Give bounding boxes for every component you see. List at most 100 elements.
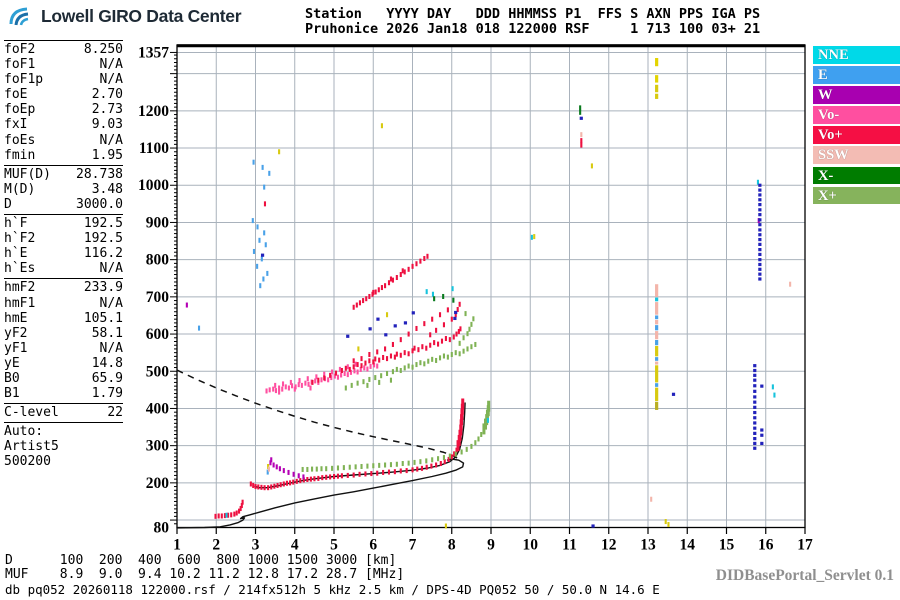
spread-f-x-plus-echo xyxy=(374,375,377,381)
misc-yellow-rfi-echo xyxy=(444,523,447,529)
x-trace-echo xyxy=(372,463,375,469)
spread-f-x-plus-echo xyxy=(435,357,438,363)
param-value: N/A xyxy=(99,57,123,73)
param-row-fmin: fmin 1.95 xyxy=(4,148,123,163)
param-section-3: hmF2 233.9 hmF1 N/A hmE 105.1 yF2 58.1 yF1 N/A yE 1… xyxy=(4,278,123,403)
rfi-navy-column-upper-echo xyxy=(758,242,762,246)
misc-navy-dots-echo xyxy=(346,334,350,338)
spread-f-vo-plus-echo xyxy=(329,372,332,378)
o-trace-f-region-echo xyxy=(333,474,336,480)
param-value: 1.95 xyxy=(91,147,123,163)
misc-cyan-nne-echo xyxy=(771,384,774,390)
spread-f-vo-minus-echo xyxy=(300,382,303,388)
second-hop-o-trace-echo xyxy=(380,285,383,291)
x-axis-tick-label: 17 xyxy=(797,537,813,554)
x-trace-asymptote-echo xyxy=(487,400,491,412)
rfi-navy-column-upper-echo xyxy=(758,193,762,197)
misc-yellow-rfi-echo xyxy=(385,312,389,318)
spread-f-vo-plus-echo xyxy=(395,351,398,357)
param-label: foF1p xyxy=(4,72,44,88)
spread-f-vo-plus-echo xyxy=(438,312,442,318)
spread-f-x-plus-echo xyxy=(344,385,347,391)
spread-f-vo-plus-echo xyxy=(421,344,424,350)
spread-f-vo-plus-echo xyxy=(385,356,389,362)
x-trace-echo xyxy=(465,446,468,452)
spread-f-vo-plus-echo xyxy=(311,379,314,385)
spread-f-vo-plus-echo xyxy=(440,338,444,344)
spread-f-vo-minus-echo xyxy=(359,366,362,372)
spread-f-x-plus-echo xyxy=(356,380,359,386)
x-trace-echo xyxy=(407,460,410,466)
left-riser-e-echoes-echo xyxy=(260,256,263,262)
spread-f-vo-plus-echo xyxy=(391,341,394,347)
y-axis-tick-label: 1100 xyxy=(139,140,169,157)
spread-f-x-plus-echo xyxy=(403,365,406,371)
left-riser-e-echoes-echo xyxy=(266,270,269,276)
rfi-segment xyxy=(655,297,659,302)
spread-f-vo-minus-echo xyxy=(356,369,359,375)
param-label: hmF2 xyxy=(4,280,36,296)
misc-yellow-rfi-echo xyxy=(664,519,667,525)
o-trace-f-region-echo xyxy=(387,469,391,475)
param-row-hmf2: hmF2 233.9 xyxy=(4,280,123,295)
misc-cyan-nne-echo xyxy=(451,286,454,292)
o-trace-f-region-echo xyxy=(425,464,428,470)
spread-f-vo-minus-echo xyxy=(268,387,271,393)
y-axis-tick-label: 600 xyxy=(146,326,170,343)
param-row-b0: B0 65.9 xyxy=(4,371,123,386)
spread-f-vo-plus-echo xyxy=(457,328,460,334)
spread-f-x-plus-echo xyxy=(350,382,353,388)
spread-f-vo-minus-echo xyxy=(281,381,285,387)
x-axis-tick-label: 4 xyxy=(291,537,299,554)
x-axis-tick-label: 9 xyxy=(487,537,495,554)
o-trace-f-region-echo xyxy=(420,465,424,471)
servlet-version-label: DIDBasePortal_Servlet 0.1 xyxy=(715,567,894,584)
spread-f-vo-minus-echo xyxy=(369,363,372,369)
x-trace-echo xyxy=(342,465,345,471)
o-trace-f-region-echo xyxy=(257,484,260,490)
x-trace-echo xyxy=(384,462,387,468)
rfi-navy-column-lower-echo xyxy=(760,384,764,388)
second-hop-o-trace-echo xyxy=(362,298,365,304)
o-trace-f-region-echo xyxy=(325,474,328,480)
param-section-4: C-level 22 xyxy=(4,403,123,422)
o-trace-f-region-echo xyxy=(447,456,450,462)
spread-f-x-plus-echo xyxy=(427,358,430,364)
spread-f-vo-minus-echo xyxy=(338,366,341,372)
rfi-segment xyxy=(655,331,659,340)
rfi-navy-column-lower-echo xyxy=(753,368,757,373)
misc-dark-green-echo xyxy=(579,109,582,115)
second-hop-o-trace-echo xyxy=(403,269,406,275)
param-value: N/A xyxy=(99,340,123,356)
echo-direction-legend: NNE E W Vo- Vo+ SSW X- X+ xyxy=(813,46,900,207)
spread-f-vo-plus-echo xyxy=(323,375,326,381)
x-axis-tick-label: 15 xyxy=(719,537,735,554)
spread-f-vo-plus-echo xyxy=(399,337,402,343)
spread-f-vo-plus-echo xyxy=(344,365,347,371)
misc-yellow-rfi-echo xyxy=(267,463,270,469)
spread-f-vo-plus-echo xyxy=(423,321,426,327)
w-echo-cluster-echo xyxy=(282,468,285,474)
spread-f-vo-plus-echo xyxy=(415,325,418,331)
spread-f-vo-minus-echo xyxy=(331,369,334,375)
param-value: 192.5 xyxy=(83,216,123,232)
w-echo-cluster-echo xyxy=(287,469,290,475)
o-trace-e-region-echo xyxy=(239,506,242,512)
spread-f-vo-minus-echo xyxy=(314,378,317,384)
spread-f-vo-plus-echo xyxy=(455,331,458,337)
spread-f-vo-minus-echo xyxy=(363,365,366,371)
misc-red-dots-echo xyxy=(580,142,583,148)
spread-f-vo-plus-echo xyxy=(368,358,371,364)
x-axis-tick-label: 1 xyxy=(173,537,181,554)
param-label: yF2 xyxy=(4,325,28,341)
rfi-navy-column-lower-echo xyxy=(760,441,764,446)
spread-f-vo-plus-echo xyxy=(374,356,377,362)
spread-f-vo-plus-echo xyxy=(352,364,355,370)
o-trace-f-region-echo xyxy=(411,467,414,473)
spread-f-x-plus-echo xyxy=(419,360,422,366)
left-riser-e-echoes-echo xyxy=(266,469,269,475)
legend-item-w: W xyxy=(813,86,900,104)
x-trace-echo xyxy=(301,466,304,472)
x-axis-tick-label: 12 xyxy=(601,537,617,554)
spread-f-x-plus-echo xyxy=(415,362,418,368)
